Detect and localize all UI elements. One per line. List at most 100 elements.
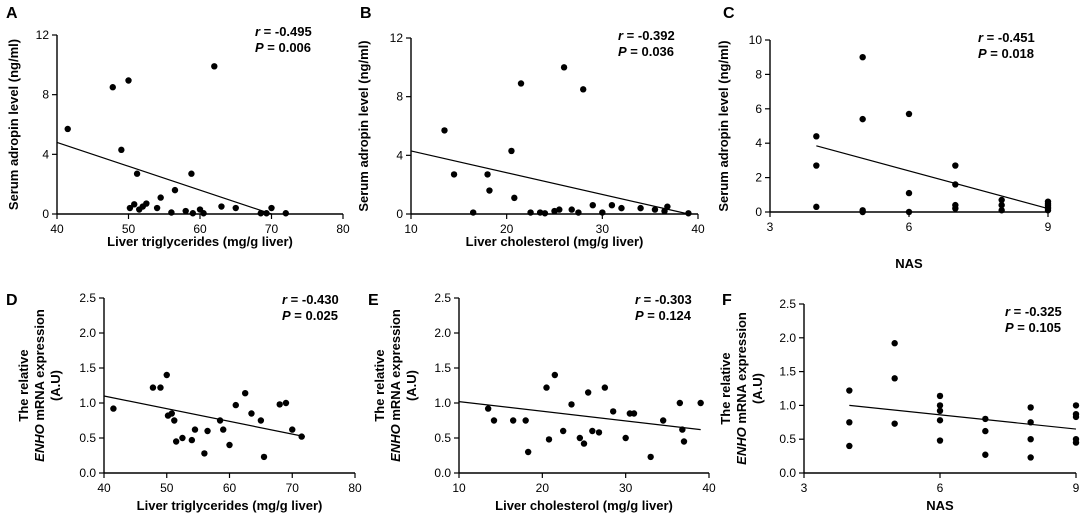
p-symbol: P xyxy=(1005,320,1014,335)
y-axis-label: ENHO mRNA expression xyxy=(388,309,403,462)
y-axis-label: (A.U) xyxy=(48,370,63,401)
data-point xyxy=(936,417,944,424)
p-symbol: P xyxy=(282,308,291,323)
data-point xyxy=(536,209,544,216)
r-value: = -0.392 xyxy=(623,28,675,43)
y-axis-label: Serum adropin level (ng/ml) xyxy=(716,40,731,211)
data-point xyxy=(1027,454,1034,461)
data-point xyxy=(263,210,270,217)
x-tick-label: 3 xyxy=(801,481,808,495)
x-axis-label: NAS xyxy=(926,498,954,513)
data-point xyxy=(556,206,563,213)
panel-label: E xyxy=(368,292,379,309)
data-point xyxy=(125,77,132,84)
data-point xyxy=(182,207,189,215)
data-point xyxy=(576,434,584,442)
data-point xyxy=(543,384,550,391)
data-point xyxy=(952,181,959,188)
data-point xyxy=(982,415,989,423)
y-tick-label: 1.0 xyxy=(434,396,451,410)
data-point xyxy=(891,375,898,382)
y-tick-label: 4 xyxy=(42,147,49,161)
x-tick-label: 40 xyxy=(50,222,64,236)
r-statistic: r = -0.430 xyxy=(282,292,339,307)
x-tick-label: 3 xyxy=(767,220,774,234)
x-axis-label: Liver triglycerides (mg/g liver) xyxy=(107,234,293,249)
r-statistic: r = -0.451 xyxy=(978,30,1035,45)
r-value: = -0.303 xyxy=(640,292,692,307)
data-point xyxy=(118,146,125,154)
p-statistic: P = 0.036 xyxy=(618,44,674,59)
data-point xyxy=(257,210,264,217)
data-point xyxy=(697,399,704,407)
y-tick-label: 4 xyxy=(755,136,762,150)
x-tick-label: 80 xyxy=(336,222,350,236)
data-point xyxy=(982,427,989,435)
data-point xyxy=(188,436,196,444)
data-point xyxy=(891,340,898,347)
y-tick-label: 0.5 xyxy=(779,432,796,446)
data-point xyxy=(846,387,853,394)
data-point xyxy=(268,204,275,212)
data-point xyxy=(568,401,575,408)
y-tick-label: 0.0 xyxy=(79,466,96,480)
data-point xyxy=(685,210,692,217)
data-point xyxy=(676,399,684,407)
r-symbol: r xyxy=(978,30,984,45)
r-symbol: r xyxy=(618,28,624,43)
y-tick-label: 12 xyxy=(36,28,50,42)
y-axis-label: The relative xyxy=(16,349,31,421)
p-value: = 0.018 xyxy=(987,46,1034,61)
data-point xyxy=(601,384,609,391)
y-tick-label: 0 xyxy=(396,207,403,221)
data-point xyxy=(905,189,913,197)
data-point xyxy=(813,133,820,140)
x-tick-label: 30 xyxy=(596,222,610,236)
data-point xyxy=(846,442,853,450)
y-tick-label: 8 xyxy=(42,88,49,102)
data-point xyxy=(157,384,164,391)
p-value: = 0.036 xyxy=(627,44,674,59)
data-point xyxy=(859,115,866,123)
data-point xyxy=(191,426,199,433)
x-tick-label: 20 xyxy=(500,222,514,236)
data-point xyxy=(575,209,582,216)
y-tick-label: 0.5 xyxy=(79,431,96,445)
x-axis-label: NAS xyxy=(895,256,923,271)
data-point xyxy=(257,417,265,424)
y-axis-label-gene: ENHO xyxy=(388,424,403,462)
y-tick-label: 1.0 xyxy=(779,398,796,412)
data-point xyxy=(1072,439,1080,446)
panel-label: C xyxy=(723,5,735,22)
y-tick-label: 2.0 xyxy=(434,326,451,340)
data-point xyxy=(289,426,296,433)
y-tick-label: 0.5 xyxy=(434,431,451,445)
r-symbol: r xyxy=(1005,304,1011,319)
data-point xyxy=(522,417,529,424)
p-symbol: P xyxy=(978,46,987,61)
y-tick-label: 0.0 xyxy=(779,466,796,480)
x-tick-label: 20 xyxy=(536,481,550,495)
p-symbol: P xyxy=(635,308,644,323)
chart-panel-4: E 10 20 30 40 0.0 0.5 1.0 1.5 2.0 2.5 Liver cholest… xyxy=(368,291,716,513)
data-point xyxy=(651,206,659,213)
p-value: = 0.025 xyxy=(291,308,338,323)
p-statistic: P = 0.105 xyxy=(1005,320,1061,335)
panel-label: B xyxy=(360,5,372,22)
y-tick-label: 4 xyxy=(396,148,403,162)
data-point xyxy=(568,206,575,213)
data-point xyxy=(541,210,549,217)
y-axis-label-rest: mRNA expression xyxy=(32,309,47,424)
chart-panel-1: B 10 20 30 40 0 4 8 12 Liver cholesterol (mg/g li… xyxy=(356,5,705,249)
x-tick-label: 9 xyxy=(1045,220,1052,234)
p-statistic: P = 0.124 xyxy=(635,308,692,323)
x-axis-label: Liver cholesterol (mg/g liver) xyxy=(466,234,644,249)
y-tick-label: 0 xyxy=(755,205,762,219)
data-point xyxy=(1072,413,1080,421)
y-tick-label: 2 xyxy=(755,171,762,185)
data-point xyxy=(260,453,268,461)
data-point xyxy=(201,450,208,457)
data-point xyxy=(647,453,654,461)
r-statistic: r = -0.303 xyxy=(635,292,692,307)
x-axis-label: Liver triglycerides (mg/g liver) xyxy=(137,498,323,513)
